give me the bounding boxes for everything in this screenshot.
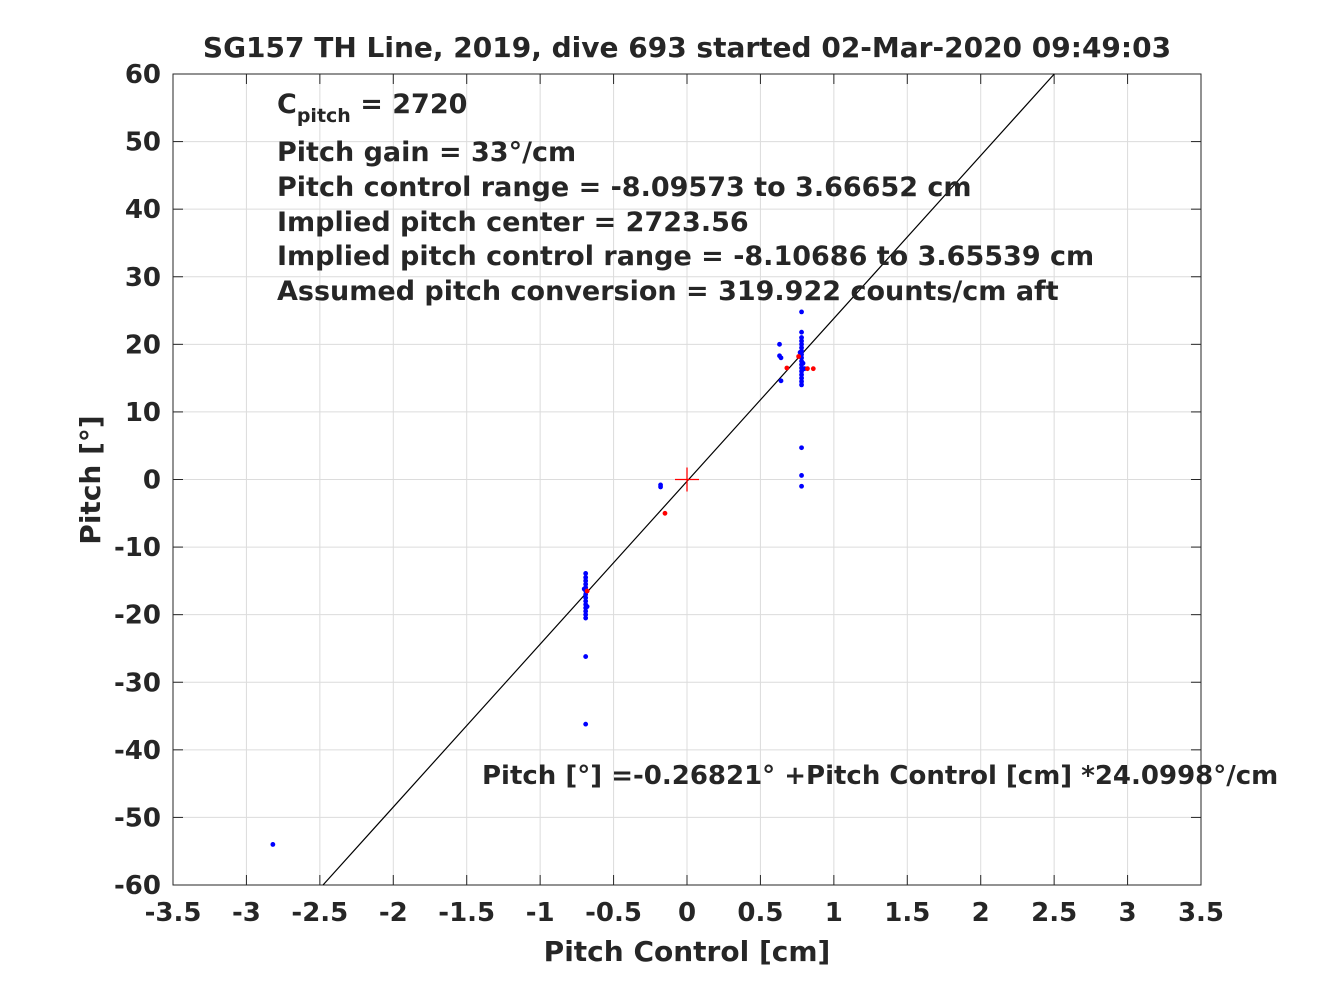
grid-lines bbox=[172, 73, 1202, 886]
series-1-point bbox=[584, 588, 590, 594]
x-axis-label: Pitch Control [cm] bbox=[544, 935, 831, 968]
x-tick-label: -3.5 bbox=[145, 898, 202, 928]
annotation-block: Cpitch = 2720 Pitch gain = 33°/cm Pitch … bbox=[277, 89, 1094, 307]
series-0-point bbox=[799, 329, 804, 335]
annotation-pitch-control-range: Pitch control range = -8.09573 to 3.6665… bbox=[277, 172, 972, 203]
x-tick-label: -1.5 bbox=[438, 898, 495, 928]
series-1-point bbox=[662, 510, 668, 516]
series-0-point bbox=[778, 378, 784, 384]
series-0-point bbox=[799, 445, 804, 451]
annotation-pitch-gain: Pitch gain = 33°/cm bbox=[277, 137, 576, 168]
series-0-point bbox=[583, 654, 589, 659]
series-0-point bbox=[799, 379, 804, 384]
y-tick-label: -30 bbox=[114, 668, 161, 698]
series-0-point bbox=[799, 382, 804, 388]
y-tick-label: -20 bbox=[114, 601, 161, 631]
x-tick-label: 3.5 bbox=[1178, 898, 1224, 928]
series-0-point bbox=[799, 473, 804, 478]
cpitch-symbol: C bbox=[277, 89, 297, 120]
cpitch-annotation: Cpitch = 2720 bbox=[277, 89, 467, 127]
y-tick-label: 60 bbox=[125, 60, 161, 90]
series-1-point bbox=[784, 365, 790, 371]
series-0-point bbox=[799, 345, 804, 351]
series-0-point bbox=[778, 355, 784, 361]
tick-labels: -3.5 -3 -2.5 -2 -1.5 -1 -0.5 0 0.5 1 1.5 2 2.5 3 3.5 -6… bbox=[114, 60, 1224, 928]
y-tick-label: 40 bbox=[125, 195, 161, 225]
series-1-point bbox=[805, 366, 810, 372]
series-0-point bbox=[799, 372, 804, 378]
y-tick-label: 30 bbox=[125, 263, 161, 293]
series-0-point bbox=[583, 615, 589, 621]
x-tick-label: 1.5 bbox=[884, 898, 930, 928]
series-1-point bbox=[810, 366, 816, 372]
x-tick-label: -2 bbox=[379, 898, 408, 928]
x-tick-label: 0.5 bbox=[737, 898, 783, 928]
y-tick-label: -10 bbox=[114, 533, 161, 563]
series-0-point bbox=[658, 484, 663, 490]
series-0-point bbox=[777, 341, 782, 347]
series-0-point bbox=[797, 350, 803, 355]
series-0-point bbox=[583, 581, 589, 587]
series-0-point bbox=[583, 595, 589, 601]
series-0-point bbox=[583, 575, 589, 580]
y-tick-label: -50 bbox=[114, 803, 161, 833]
x-tick-label: 3 bbox=[1119, 898, 1137, 928]
series-0-point bbox=[270, 842, 276, 847]
y-tick-label: -60 bbox=[114, 871, 161, 901]
axis-ticks bbox=[172, 73, 1202, 886]
cpitch-subscript: pitch bbox=[297, 105, 351, 127]
series-0-point bbox=[583, 578, 589, 584]
series-0-point bbox=[583, 571, 589, 576]
series-1-point bbox=[796, 354, 802, 359]
series-0-point bbox=[583, 598, 589, 604]
series-0-point bbox=[799, 375, 804, 381]
series-0-point bbox=[583, 612, 589, 618]
series-0-point bbox=[799, 483, 804, 489]
series-0-point bbox=[799, 335, 804, 340]
series-0-point bbox=[583, 608, 589, 614]
y-tick-label: 50 bbox=[125, 128, 161, 158]
series-0-point bbox=[799, 341, 804, 347]
y-axis-label: Pitch [°] bbox=[74, 415, 107, 544]
chart-title: SG157 TH Line, 2019, dive 693 started 02… bbox=[203, 31, 1171, 64]
cpitch-value: = 2720 bbox=[351, 89, 468, 120]
series-0-point bbox=[799, 338, 804, 344]
fit-equation-label: Pitch [°] =-0.26821° +Pitch Control [cm]… bbox=[482, 761, 1278, 791]
center-marker bbox=[675, 467, 699, 492]
series-0-point bbox=[800, 360, 806, 366]
x-tick-label: 1 bbox=[825, 898, 843, 928]
series-0-point bbox=[799, 309, 804, 315]
x-tick-label: 0 bbox=[678, 898, 696, 928]
x-tick-label: 2.5 bbox=[1031, 898, 1077, 928]
y-tick-label: 0 bbox=[143, 466, 161, 496]
x-tick-label: 2 bbox=[972, 898, 990, 928]
y-tick-label: 10 bbox=[125, 398, 161, 428]
y-tick-label: -40 bbox=[114, 736, 161, 766]
x-tick-label: -0.5 bbox=[585, 898, 642, 928]
annotation-implied-control-range: Implied pitch control range = -8.10686 t… bbox=[277, 241, 1094, 272]
series-0-point bbox=[583, 721, 589, 727]
data-points bbox=[270, 309, 816, 847]
annotation-implied-pitch-center: Implied pitch center = 2723.56 bbox=[277, 207, 749, 238]
annotation-pitch-conversion: Assumed pitch conversion = 319.922 count… bbox=[277, 276, 1059, 307]
series-0-point bbox=[584, 604, 590, 609]
x-tick-label: -1 bbox=[526, 898, 555, 928]
x-tick-label: -3 bbox=[232, 898, 261, 928]
x-tick-label: -2.5 bbox=[291, 898, 348, 928]
y-tick-label: 20 bbox=[125, 330, 161, 360]
